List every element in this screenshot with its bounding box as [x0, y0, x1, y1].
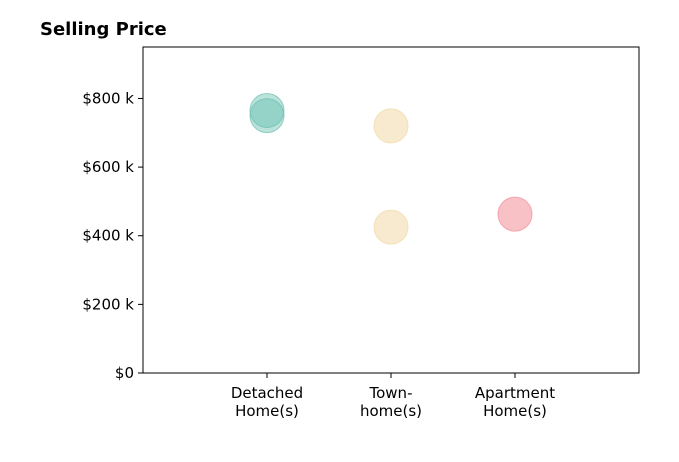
x-axis: Detached Home(s)Town-home(s)Apartment Home…: [231, 373, 555, 420]
data-point: [249, 92, 285, 128]
data-points: [249, 92, 533, 245]
y-tick-label: $800 k: [82, 89, 134, 107]
y-tick-label: $400 k: [82, 227, 134, 245]
y-tick-label: $600 k: [82, 158, 134, 176]
x-tick-label: Town-home(s): [360, 384, 422, 420]
data-point: [497, 196, 533, 232]
y-tick-label: $0: [115, 364, 134, 382]
x-tick-label-line: Apartment: [475, 384, 555, 402]
x-tick-label: Detached Home(s): [231, 384, 303, 420]
data-point: [373, 108, 409, 144]
x-tick-label-line: Home(s): [483, 402, 547, 420]
chart-title: Selling Price: [40, 19, 167, 40]
x-tick-label-line: Detached: [231, 384, 303, 402]
x-tick-label-line: Town-: [369, 384, 413, 402]
x-tick-label-line: Home(s): [235, 402, 299, 420]
x-tick-label-line: home(s): [360, 402, 422, 420]
y-tick-label: $200 k: [82, 295, 134, 313]
x-tick-label: Apartment Home(s): [475, 384, 555, 420]
y-axis: $0 $200 k $400 k $600 k $800 k: [82, 89, 143, 382]
data-point: [249, 98, 285, 134]
data-point: [373, 209, 409, 245]
